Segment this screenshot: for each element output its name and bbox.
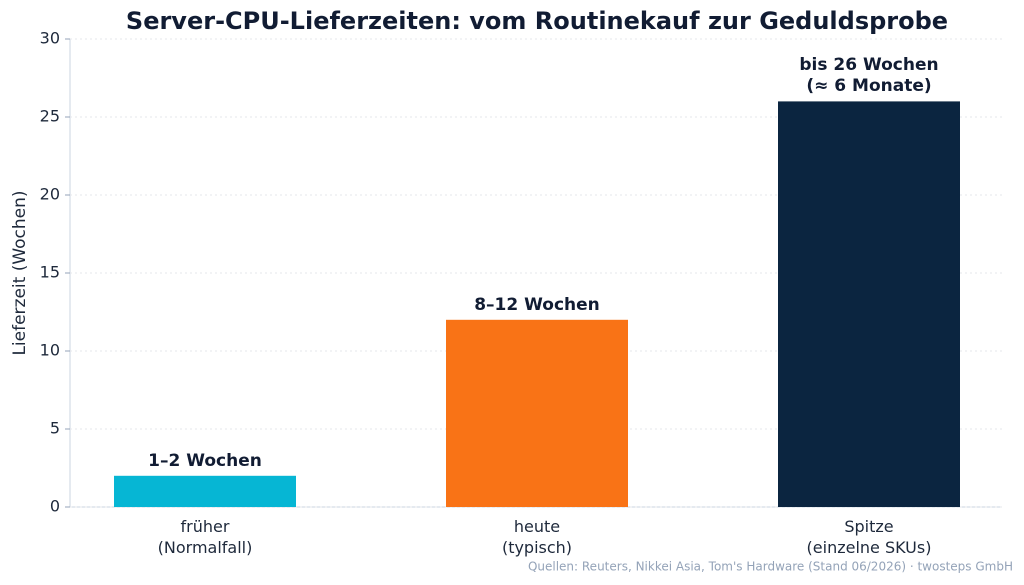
y-tick-label: 0 [50,497,60,516]
chart-title: Server-CPU-Lieferzeiten: vom Routinekauf… [126,7,948,35]
value-label: 8–12 Wochen [474,294,600,315]
source-note: Quellen: Reuters, Nikkei Asia, Tom's Har… [528,560,1013,574]
x-tick-label: Spitze (einzelne SKUs) [806,517,932,557]
y-tick-label: 10 [40,341,60,360]
bar [778,101,960,508]
y-tick-label: 20 [40,185,60,204]
y-tick-label: 25 [40,107,60,126]
y-tick-label: 5 [50,419,60,438]
bar [446,319,628,507]
value-label: 1–2 Wochen [148,450,262,471]
x-tick-label: früher (Normalfall) [157,517,253,557]
x-tick-label: heute (typisch) [501,517,573,557]
y-axis-label: Lieferzeit (Wochen) [10,190,30,355]
y-tick-label: 15 [40,263,60,282]
bar [114,475,296,507]
value-label: bis 26 Wochen (≈ 6 Monate) [799,55,939,97]
y-tick-label: 30 [40,29,60,48]
